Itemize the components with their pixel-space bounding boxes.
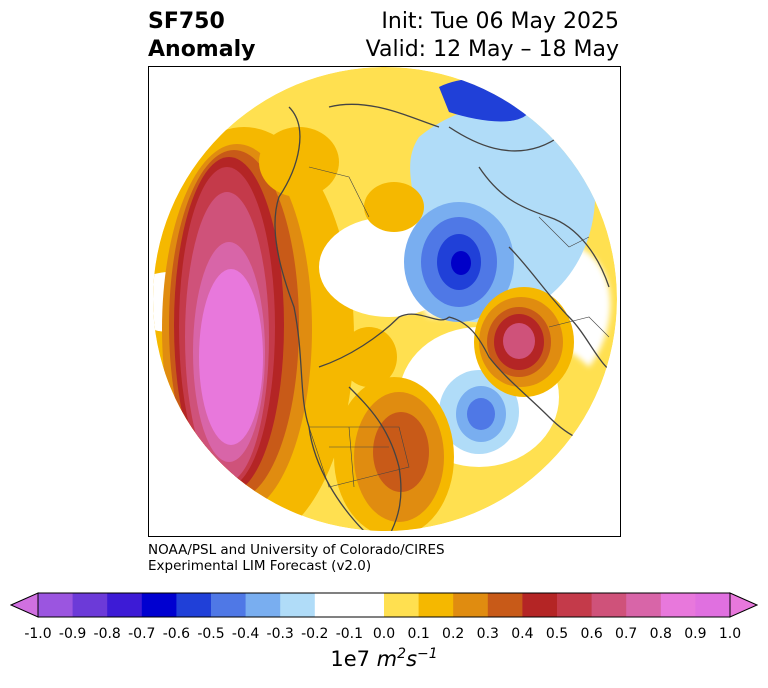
init-date: Init: Tue 06 May 2025 (381, 9, 619, 34)
colorbar-segment (522, 593, 558, 617)
forecast-dates: Init: Tue 06 May 2025 Valid: 12 May – 18… (366, 8, 619, 64)
colorbar-segment (211, 593, 247, 617)
colorbar-tick-label: 1.0 (718, 626, 742, 642)
colorbar-tick-label: -0.1 (335, 626, 364, 642)
colorbar-tick-label: 0.9 (684, 626, 707, 642)
arctic-ridge (341, 327, 397, 387)
colorbar-tick-label: -0.3 (266, 626, 294, 642)
colorbar-under-arrow (10, 592, 39, 618)
colorbar-segment (453, 593, 489, 617)
colorbar-tick-label: 0.5 (545, 626, 569, 642)
colorbar-tick-label: 0.1 (407, 626, 430, 642)
colorbar-segment (38, 593, 74, 617)
colorbar-tick-label: -1.0 (24, 626, 52, 642)
colorbar-units: 1e7 m2s−1 (0, 646, 768, 671)
colorbar-segment (176, 593, 212, 617)
colorbar-segment (418, 593, 454, 617)
colorbar-segment (141, 593, 177, 617)
units-s-exponent: −1 (417, 646, 438, 662)
colorbar-tick-label: -0.9 (58, 626, 87, 642)
colorbar-segment (72, 593, 108, 617)
colorbar-tick-label: -0.6 (162, 626, 191, 642)
colorbar-tick-label: -0.2 (301, 626, 329, 642)
colorbar (10, 592, 758, 618)
colorbar-tick-label: 0.7 (615, 626, 638, 642)
colorbar-segment (349, 593, 385, 617)
colorbar-tick-label: 0.4 (511, 626, 534, 642)
colorbar-over-arrow (729, 592, 758, 618)
credit-line2: Experimental LIM Forecast (v2.0) (148, 558, 372, 574)
colorbar-segment (487, 593, 523, 617)
title-anomaly: Anomaly (148, 37, 256, 62)
colorbar-tick-label: -0.4 (231, 626, 260, 642)
forecast-map (148, 66, 621, 537)
east-na-ridge-core (373, 412, 429, 492)
colorbar-segment (280, 593, 316, 617)
colorbar-segment (660, 593, 696, 617)
colorbar-tick-label: -0.5 (197, 626, 225, 642)
atlantic-low-core (467, 398, 495, 430)
colorbar-tick-label: 0.6 (580, 626, 603, 642)
colorbar-tick-label: -0.8 (93, 626, 121, 642)
units-s: s (406, 647, 418, 671)
colorbar-segment (557, 593, 593, 617)
europe-ridge-core (503, 323, 535, 359)
map-title: SF750 Anomaly (148, 8, 255, 64)
units-m-exponent: 2 (397, 646, 407, 662)
colorbar-segment (695, 593, 731, 617)
polar-trough-center (451, 251, 471, 275)
colorbar-segment (384, 593, 420, 617)
alaska-ridge (259, 127, 339, 197)
valid-dates: Valid: 12 May – 18 May (365, 37, 619, 62)
title-variable: SF750 (148, 9, 225, 34)
colorbar-segment (107, 593, 143, 617)
colorbar-tick-label: 0.8 (649, 626, 672, 642)
colorbar-segment (626, 593, 662, 617)
units-m: m (376, 647, 398, 671)
colorbar-segment (314, 593, 350, 617)
colorbar-segment (245, 593, 281, 617)
colorbar-tick-label: 0.3 (476, 626, 499, 642)
credit-line1: NOAA/PSL and University of Colorado/CIRE… (148, 542, 445, 558)
map-svg (153, 67, 617, 531)
west-ridge-core (199, 269, 263, 445)
siberia-ridge (364, 182, 424, 232)
borders (308, 166, 610, 488)
colorbar-segment (591, 593, 627, 617)
colorbar-tick-label: 0.2 (442, 626, 465, 642)
units-base: 1e7 (330, 647, 377, 671)
colorbar-tick-label: -0.7 (128, 626, 156, 642)
credit-text: NOAA/PSL and University of Colorado/CIRE… (148, 542, 445, 574)
colorbar-tick-label: 0.0 (372, 626, 396, 642)
